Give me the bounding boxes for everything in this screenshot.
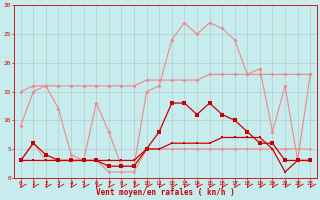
X-axis label: Vent moyen/en rafales ( kn/h ): Vent moyen/en rafales ( kn/h ) xyxy=(96,188,235,197)
